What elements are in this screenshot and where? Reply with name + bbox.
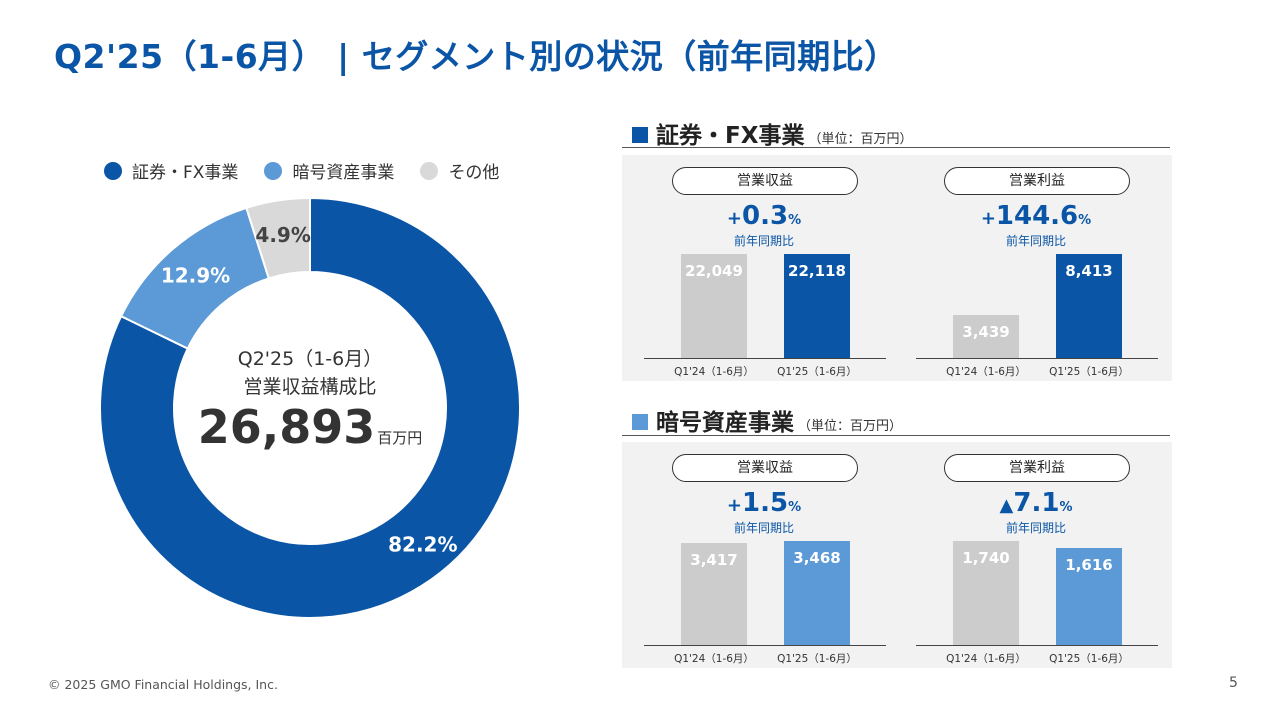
page-number: 5 xyxy=(1229,675,1238,691)
bar-value-label: 1,616 xyxy=(1065,556,1113,574)
x-axis-baseline xyxy=(916,358,1158,359)
x-axis-baseline xyxy=(644,358,886,359)
section-unit-crypto: （単位：百万円） xyxy=(798,419,903,434)
page-title: Q2'25（1-6月） | セグメント別の状況（前年同期比） xyxy=(54,37,898,76)
growth-number: 1.5 xyxy=(742,488,789,518)
growth-value-fx-revenue: +0.3% xyxy=(664,201,864,231)
x-tick-label: Q1'25（1-6月） xyxy=(1049,653,1129,665)
growth-number: 144.6 xyxy=(995,201,1079,231)
donut-slice-other xyxy=(245,196,311,280)
legend-dot-fx xyxy=(104,161,122,180)
section-unit-fx: （単位：百万円） xyxy=(808,132,913,147)
legend-item-fx: 証券・FX事業 xyxy=(104,158,238,183)
section-square-icon xyxy=(632,127,648,143)
section-rule xyxy=(622,435,1170,436)
bar-crypto-revenue-prior xyxy=(681,543,747,645)
bar-crypto-revenue-current xyxy=(784,541,850,645)
chart-title-pill-fx-profit: 営業利益 xyxy=(944,167,1130,195)
x-tick-label: Q1'24（1-6月） xyxy=(946,653,1026,665)
bar-value-label: 3,439 xyxy=(962,323,1010,341)
donut-label-fx: 82.2% xyxy=(388,532,457,556)
bar-fx-profit-current xyxy=(1056,254,1122,358)
growth-sign: + xyxy=(726,495,742,516)
growth-value-crypto-profit: ▲7.1% xyxy=(936,488,1136,518)
x-tick-label: Q1'24（1-6月） xyxy=(946,366,1026,378)
legend-dot-crypto xyxy=(264,161,283,180)
donut-legend: 証券・FX事業 暗号資産事業 その他 xyxy=(104,158,499,183)
donut-center-unit: 百万円 xyxy=(377,429,423,447)
bar-value-label: 8,413 xyxy=(1065,262,1113,280)
chart-title-pill-fx-revenue: 営業収益 xyxy=(672,167,858,195)
bar-value-label: 1,740 xyxy=(962,549,1010,567)
donut-label-other: 4.9% xyxy=(255,223,310,247)
legend-label-other: その他 xyxy=(448,163,500,183)
legend-item-other: その他 xyxy=(420,158,499,183)
growth-unit: % xyxy=(1078,213,1092,228)
x-tick-label: Q1'25（1-6月） xyxy=(777,366,857,378)
legend-label-fx: 証券・FX事業 xyxy=(132,163,239,183)
growth-caption-crypto-profit: 前年同期比 xyxy=(1005,521,1066,535)
growth-sign: + xyxy=(726,208,742,229)
growth-value-crypto-revenue: +1.5% xyxy=(664,488,864,518)
bar-crypto-profit-prior xyxy=(953,541,1019,645)
section-square-icon xyxy=(632,414,648,430)
x-axis-baseline xyxy=(644,645,886,646)
growth-caption-fx-revenue: 前年同期比 xyxy=(733,234,794,248)
x-tick-label: Q1'24（1-6月） xyxy=(674,366,754,378)
legend-dot-other xyxy=(420,161,439,180)
growth-number: 0.3 xyxy=(742,201,789,231)
bar-crypto-profit-current xyxy=(1056,548,1122,645)
growth-caption-crypto-revenue: 前年同期比 xyxy=(733,521,794,535)
footer-copyright: © 2025 GMO Financial Holdings, Inc. xyxy=(48,677,278,692)
donut-center-label: 営業収益構成比 xyxy=(243,376,377,398)
donut-label-crypto: 12.9% xyxy=(161,264,230,288)
bar-fx-revenue-current xyxy=(784,254,850,358)
section-header-crypto: 暗号資産事業 （単位：百万円） xyxy=(632,403,902,437)
x-tick-label: Q1'25（1-6月） xyxy=(1049,366,1129,378)
bar-fx-revenue-prior xyxy=(681,254,747,358)
bar-value-label: 3,468 xyxy=(793,549,841,567)
bar-value-label: 22,118 xyxy=(788,262,846,280)
section-header-fx: 証券・FX事業 （単位：百万円） xyxy=(632,116,912,150)
section-title-fx: 証券・FX事業 xyxy=(656,123,805,149)
legend-item-crypto: 暗号資産事業 xyxy=(264,158,394,183)
donut-center-period: Q2'25（1-6月） xyxy=(237,348,383,370)
legend-label-crypto: 暗号資産事業 xyxy=(292,163,395,183)
growth-caption-fx-profit: 前年同期比 xyxy=(1005,234,1066,248)
growth-number: 7.1 xyxy=(1013,488,1060,518)
growth-sign: ▲ xyxy=(999,495,1014,516)
bar-value-label: 22,049 xyxy=(685,262,743,280)
chart-title-pill-crypto-profit: 営業利益 xyxy=(944,454,1130,482)
growth-unit: % xyxy=(1059,500,1073,515)
bar-fx-profit-prior xyxy=(953,315,1019,358)
growth-unit: % xyxy=(788,500,802,515)
donut-chart: 82.2% 12.9% 4.9% xyxy=(99,196,521,619)
chart-title-pill-crypto-revenue: 営業収益 xyxy=(672,454,858,482)
x-axis-baseline xyxy=(916,645,1158,646)
x-tick-label: Q1'25（1-6月） xyxy=(777,653,857,665)
x-tick-label: Q1'24（1-6月） xyxy=(674,653,754,665)
growth-unit: % xyxy=(788,213,802,228)
donut-center-total: 26,893 百万円 xyxy=(160,400,460,454)
donut-center-value: 26,893 xyxy=(197,400,376,454)
growth-value-fx-profit: +144.6% xyxy=(936,201,1136,231)
section-title-crypto: 暗号資産事業 xyxy=(656,410,794,436)
bar-value-label: 3,417 xyxy=(690,551,738,569)
growth-sign: + xyxy=(980,208,996,229)
donut-slice-fx xyxy=(99,196,521,619)
section-rule xyxy=(622,147,1170,148)
